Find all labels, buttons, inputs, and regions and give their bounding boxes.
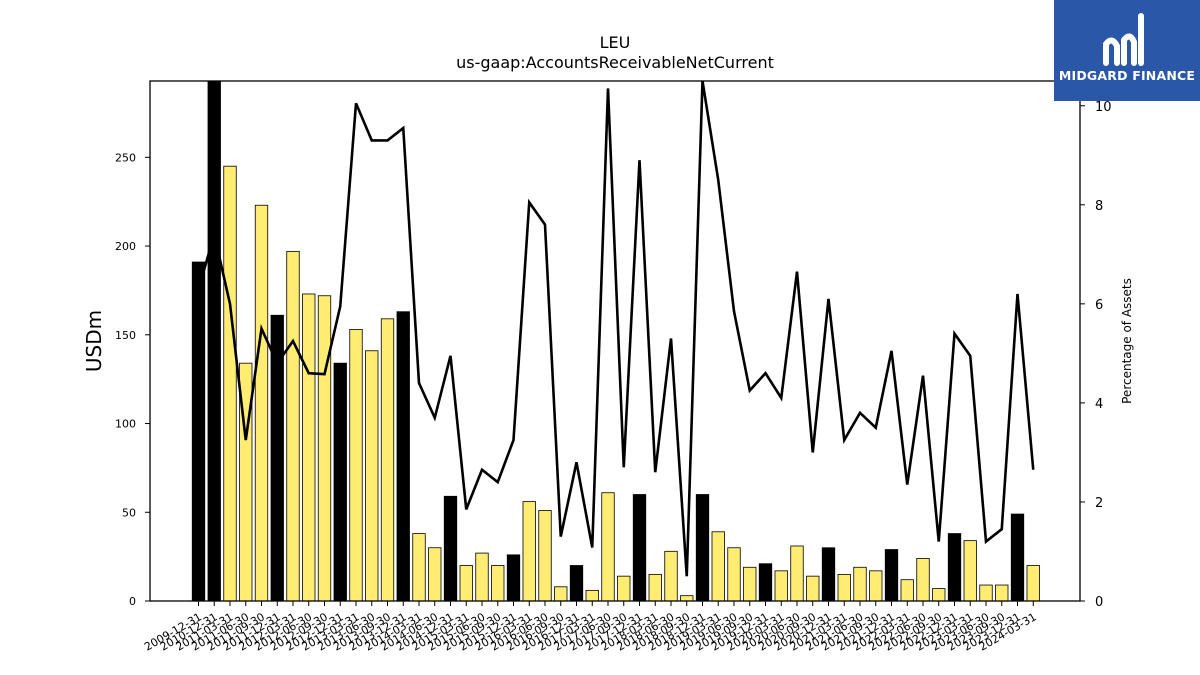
- bar-2013-06-30: [365, 350, 379, 602]
- bar-2009-12-31: [191, 261, 206, 602]
- left-tick-label: 250: [115, 151, 136, 164]
- bar-2019-03-31: [711, 531, 725, 602]
- bar-2011-03-31: [223, 165, 237, 602]
- y-axis-label: USDm: [82, 310, 106, 372]
- brand-name: MIDGARD FINANCE: [1058, 68, 1196, 83]
- left-axis: 0 50 100 150 200 250: [115, 151, 150, 608]
- left-tick-label: 50: [122, 506, 136, 519]
- bar-2023-03-31: [963, 540, 977, 602]
- line-series: [197, 80, 1035, 577]
- bar-2016-12-31: [569, 565, 584, 602]
- bar-2012-03-31: [286, 250, 300, 602]
- bar-2021-09-30: [869, 570, 883, 602]
- left-tick-label: 100: [115, 418, 136, 431]
- bar-2020-06-30: [790, 545, 804, 602]
- percentage-line: [197, 80, 1035, 577]
- bar-2021-03-31: [837, 573, 851, 602]
- bar-2017-03-31: [585, 589, 599, 602]
- bar-2022-06-30: [916, 558, 930, 602]
- bar-2011-09-30: [254, 204, 269, 602]
- bar-2012-12-31: [333, 362, 347, 602]
- bar-2022-09-30: [932, 588, 946, 602]
- bar-2017-06-30: [601, 492, 615, 602]
- bar-2019-06-30: [727, 547, 741, 602]
- bar-2021-06-30: [853, 566, 867, 602]
- left-tick-label: 0: [129, 595, 136, 608]
- midgard-logo-icon: [1103, 13, 1144, 66]
- bar-2023-09-30: [995, 584, 1009, 602]
- bar-2024-03-31: [1026, 565, 1040, 602]
- bar-2015-06-30: [475, 552, 489, 602]
- left-tick-label: 150: [115, 329, 136, 342]
- bar-2023-12-31: [1010, 513, 1025, 602]
- left-tick-label: 200: [115, 240, 136, 253]
- chart-title: LEU: [600, 33, 631, 52]
- x-axis: 2009-12-312010-12-312011-03-312011-06-30…: [142, 601, 1039, 654]
- bar-2018-03-31: [648, 573, 662, 602]
- bar-2016-03-31: [522, 501, 536, 602]
- bar-2015-03-31: [459, 565, 473, 602]
- bar-2017-09-30: [617, 575, 631, 602]
- right-tick-label: 2: [1095, 496, 1103, 511]
- brand-logo: MIDGARD FINANCE: [1054, 0, 1200, 101]
- bar-2019-12-31: [758, 563, 773, 602]
- right-tick-label: 10: [1095, 100, 1112, 115]
- bar-2012-06-30: [302, 293, 316, 602]
- right-axis: 0 2 4 6 8 10: [1080, 100, 1112, 610]
- bar-2012-09-30: [317, 295, 332, 602]
- y2-axis-label: Percentage of Assets: [1120, 278, 1134, 404]
- bar-2013-03-31: [349, 329, 363, 602]
- bar-2018-06-30: [664, 550, 678, 602]
- right-tick-label: 0: [1095, 595, 1103, 610]
- bar-2020-09-30: [806, 575, 820, 602]
- bar-2019-09-30: [743, 566, 757, 602]
- bar-2017-12-31: [632, 494, 647, 602]
- plot-frame: [149, 80, 1081, 602]
- bar-2013-12-31: [396, 311, 410, 602]
- bar-2014-03-31: [412, 533, 426, 602]
- bar-2020-03-31: [774, 570, 788, 602]
- bar-series: [191, 80, 1040, 602]
- right-tick-label: 6: [1095, 298, 1103, 313]
- bar-2010-12-31: [207, 80, 221, 602]
- bar-2015-09-30: [491, 565, 505, 602]
- bar-2022-03-31: [900, 579, 914, 602]
- bar-2013-09-30: [380, 318, 395, 602]
- bar-2014-12-31: [443, 495, 458, 602]
- bar-2022-12-31: [947, 533, 962, 602]
- bar-2018-09-30: [680, 595, 694, 602]
- bar-2016-09-30: [554, 586, 568, 602]
- bar-2020-12-31: [821, 547, 836, 602]
- bar-2021-12-31: [884, 549, 899, 602]
- right-tick-label: 4: [1095, 397, 1103, 412]
- bar-2015-12-31: [506, 554, 521, 602]
- right-tick-label: 8: [1095, 199, 1103, 214]
- bar-2023-06-30: [979, 584, 993, 602]
- bar-2016-06-30: [538, 510, 552, 602]
- chart-subtitle: us-gaap:AccountsReceivableNetCurrent: [456, 53, 774, 72]
- bar-2014-06-30: [428, 547, 442, 602]
- bar-2018-12-31: [695, 494, 710, 602]
